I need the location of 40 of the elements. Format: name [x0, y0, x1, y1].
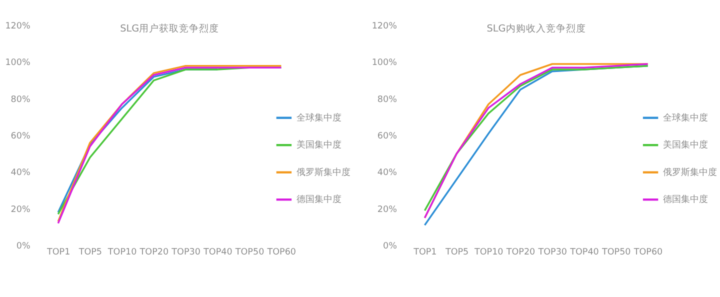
- legend-label: 俄罗斯集中度: [662, 166, 717, 178]
- x-tick-label: TOP60: [632, 248, 663, 258]
- y-tick-label: 100%: [5, 58, 30, 68]
- chart-title: SLG用户获取竞争烈度: [120, 22, 220, 35]
- y-tick-label: 120%: [5, 22, 30, 32]
- y-tick-label: 120%: [372, 22, 397, 32]
- x-tick-label: TOP60: [266, 248, 296, 258]
- x-tick-label: TOP10: [474, 248, 504, 258]
- y-tick-label: 0%: [382, 241, 397, 252]
- legend-label: 美国集中度: [662, 140, 708, 151]
- y-tick-label: 60%: [377, 132, 397, 142]
- x-tick-label: TOP5: [444, 248, 469, 258]
- x-tick-label: TOP40: [569, 248, 599, 258]
- legend-label: 美国集中度: [296, 140, 342, 151]
- y-tick-label: 40%: [377, 168, 397, 178]
- x-tick-label: TOP1: [46, 248, 70, 258]
- x-tick-label: TOP50: [234, 248, 264, 258]
- legend-label: 全球集中度: [296, 112, 342, 124]
- legend-label: 德国集中度: [662, 194, 708, 206]
- y-tick-label: 80%: [377, 94, 397, 105]
- x-tick-label: TOP5: [78, 248, 102, 258]
- x-tick-label: TOP10: [106, 248, 137, 258]
- legend-label: 俄罗斯集中度: [296, 166, 350, 178]
- y-tick-label: 60%: [10, 132, 30, 142]
- chart-title: SLG内购收入竞争烈度: [486, 22, 586, 35]
- y-tick-label: 100%: [372, 58, 397, 68]
- x-tick-label: TOP30: [537, 248, 568, 258]
- x-tick-label: TOP40: [202, 248, 232, 258]
- y-tick-label: 20%: [10, 204, 30, 215]
- legend-label: 全球集中度: [662, 112, 708, 124]
- y-tick-label: 20%: [377, 204, 397, 215]
- x-tick-label: TOP20: [505, 248, 536, 258]
- y-tick-label: 80%: [10, 94, 30, 105]
- x-tick-label: TOP50: [601, 248, 631, 258]
- y-tick-label: 40%: [10, 168, 30, 178]
- x-tick-label: TOP30: [170, 248, 200, 258]
- x-tick-label: TOP1: [412, 248, 437, 258]
- x-tick-label: TOP20: [138, 248, 169, 258]
- y-tick-label: 0%: [16, 241, 30, 252]
- legend-label: 德国集中度: [296, 194, 342, 206]
